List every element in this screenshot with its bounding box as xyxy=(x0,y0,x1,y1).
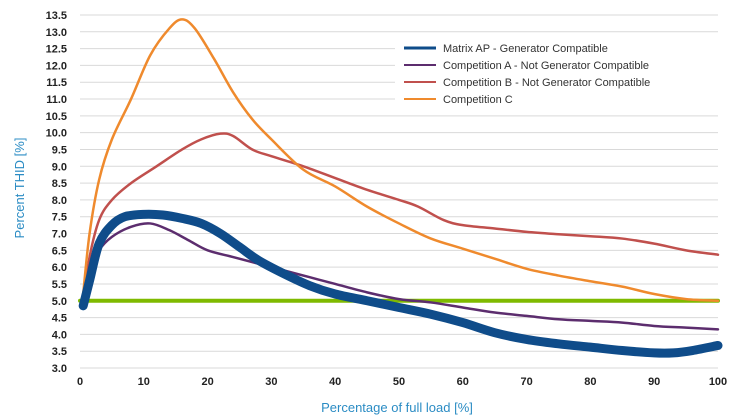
x-axis-title: Percentage of full load [%] xyxy=(321,400,473,415)
legend-label: Competition A - Not Generator Compatible xyxy=(443,60,649,72)
series-line-0 xyxy=(78,209,723,358)
x-tick-label: 10 xyxy=(138,376,150,388)
y-tick-label: 7.5 xyxy=(52,212,67,224)
y-tick-label: 7.0 xyxy=(52,229,67,241)
x-tick-label: 60 xyxy=(457,376,469,388)
y-tick-label: 11.5 xyxy=(46,77,67,89)
x-tick-label: 70 xyxy=(520,376,532,388)
x-axis-ticks: 0 10 20 30 40 50 60 70 80 90 100 xyxy=(77,376,727,388)
legend-background xyxy=(395,38,725,112)
series-line-2 xyxy=(81,132,720,303)
series-lines xyxy=(78,18,723,358)
legend-label: Competition B - Not Generator Compatible xyxy=(443,77,650,89)
x-tick-label: 0 xyxy=(77,376,83,388)
y-tick-label: 10.0 xyxy=(46,128,67,140)
legend-label: Matrix AP - Generator Compatible xyxy=(443,43,608,55)
y-tick-label: 8.5 xyxy=(52,178,67,190)
y-axis-ticks: 3.0 3.5 4.0 4.5 5.0 5.5 6.0 6.5 7.0 7.5 8.0 8.5 9.0 9… xyxy=(46,10,67,375)
y-tick-label: 8.0 xyxy=(52,195,67,207)
y-tick-label: 9.5 xyxy=(52,144,67,156)
x-tick-label: 30 xyxy=(265,376,277,388)
y-tick-label: 6.0 xyxy=(52,262,67,274)
y-tick-label: 4.5 xyxy=(52,313,67,325)
y-tick-label: 4.0 xyxy=(52,329,67,341)
y-axis-title: Percent THID [%] xyxy=(12,138,27,239)
y-tick-label: 3.0 xyxy=(52,363,67,375)
series-line-3 xyxy=(81,18,720,303)
x-tick-label: 20 xyxy=(201,376,213,388)
x-tick-label: 100 xyxy=(709,376,727,388)
legend: Matrix AP - Generator Compatible Competit… xyxy=(395,38,725,112)
x-tick-label: 50 xyxy=(393,376,405,388)
y-tick-label: 13.0 xyxy=(46,27,67,39)
x-tick-label: 40 xyxy=(329,376,341,388)
y-tick-label: 6.5 xyxy=(52,245,67,257)
y-tick-label: 5.5 xyxy=(52,279,67,291)
x-tick-label: 80 xyxy=(584,376,596,388)
y-tick-label: 13.5 xyxy=(46,10,67,22)
y-tick-label: 3.5 xyxy=(52,346,67,358)
y-tick-label: 10.5 xyxy=(46,111,67,123)
x-tick-label: 90 xyxy=(648,376,660,388)
y-tick-label: 5.0 xyxy=(52,296,67,308)
y-tick-label: 12.0 xyxy=(46,60,67,72)
series-line-1 xyxy=(81,222,720,331)
legend-label: Competition C xyxy=(443,94,513,106)
y-tick-label: 9.0 xyxy=(52,161,67,173)
y-tick-label: 12.5 xyxy=(46,44,67,56)
y-tick-label: 11.0 xyxy=(46,94,67,106)
